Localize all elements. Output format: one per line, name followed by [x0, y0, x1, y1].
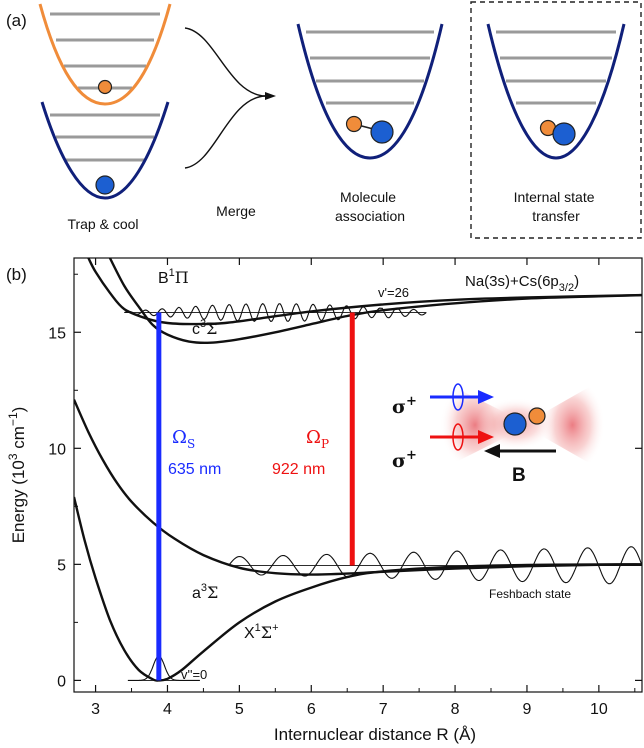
na-atom	[528, 407, 546, 425]
label-a3sigma: a3Σ	[192, 582, 218, 602]
caption-merge: Merge	[216, 203, 256, 219]
transfer-potential	[486, 23, 626, 160]
pump-wavelength: 922 nm	[272, 461, 325, 478]
cs-atom	[370, 120, 394, 144]
label-c3sigma: c3Σ	[192, 318, 217, 338]
axes: 3 4 5 6 7 8 9 10 0 5 10 15	[48, 257, 643, 718]
asymptote-label: Na(3s)+Cs(6p3/2)	[465, 273, 579, 294]
x-tick-label: 8	[451, 701, 460, 718]
cs-atom	[503, 412, 527, 436]
polarization-loop-red	[452, 423, 464, 451]
beam-right	[540, 378, 605, 472]
na-trap-potential	[38, 3, 172, 106]
y-tick-label: 15	[48, 325, 66, 342]
inset: σ+ σ+ B	[392, 378, 605, 486]
wavefunctions	[124, 303, 642, 681]
x-tick-label: 3	[91, 701, 100, 718]
field-label: B	[512, 465, 526, 486]
y-tick-label: 10	[48, 441, 66, 458]
transfer-box	[470, 1, 642, 239]
cs-atom	[95, 175, 115, 195]
potential-curves	[74, 258, 642, 682]
label-v-double-prime: v''=0	[181, 667, 207, 682]
x-tick-label: 10	[590, 701, 608, 718]
association-trap	[296, 23, 444, 160]
polarization-loop-blue	[452, 383, 464, 411]
wavefunction-ground	[127, 655, 200, 681]
sigma-label-bottom: σ+	[392, 448, 417, 472]
caption-association: Molecule association	[335, 189, 405, 224]
x-axis-label: Internuclear distance R (Å)	[274, 725, 476, 744]
pump-symbol: ΩP	[306, 427, 329, 451]
transfer-trap	[486, 23, 626, 160]
label-feshbach: Feshbach state	[489, 587, 571, 601]
curve-a3	[74, 399, 642, 576]
na-trap	[38, 3, 172, 106]
na-atom	[345, 115, 363, 133]
label-v-prime: v'=26	[378, 285, 409, 300]
caption-trap: Trap & cool	[67, 216, 138, 232]
curve-x1	[74, 496, 642, 682]
merge-arrows	[184, 27, 276, 169]
panel-a: (a) Trap & cool Merge	[6, 1, 642, 239]
cs-trap-potential	[40, 101, 170, 200]
caption-transfer: Internal state transfer	[514, 189, 599, 224]
y-tick-label: 0	[57, 673, 66, 690]
cs-trap	[40, 101, 170, 200]
x-tick-label: 9	[523, 701, 532, 718]
wavefunction-feshbach	[228, 546, 642, 585]
x-tick-label: 7	[379, 701, 388, 718]
panel-a-label: (a)	[6, 11, 27, 30]
curve-b1	[87, 258, 642, 326]
y-tick-label: 5	[57, 557, 66, 574]
stokes-wavelength: 635 nm	[168, 461, 221, 478]
y-axis-label: Energy (103 cm−1)	[6, 407, 28, 544]
panel-b: (b) σ+ σ+ B	[6, 257, 643, 744]
x-tick-label: 5	[235, 701, 244, 718]
panel-b-label: (b)	[6, 265, 27, 284]
na-atom	[97, 79, 113, 95]
x-tick-label: 6	[307, 701, 316, 718]
curve-c3	[108, 258, 642, 345]
laser-transitions	[156, 312, 355, 681]
label-b1pi: B1Π	[158, 267, 189, 287]
wavefunction-excited	[124, 303, 427, 323]
label-x1sigma: X1Σ+	[244, 622, 279, 642]
sigma-label-top: σ+	[392, 394, 417, 418]
stokes-symbol: ΩS	[172, 427, 195, 451]
x-tick-label: 4	[163, 701, 172, 718]
association-potential	[296, 23, 444, 160]
plot-frame	[73, 257, 643, 693]
cs-atom	[552, 122, 576, 146]
beam-left	[440, 380, 510, 470]
